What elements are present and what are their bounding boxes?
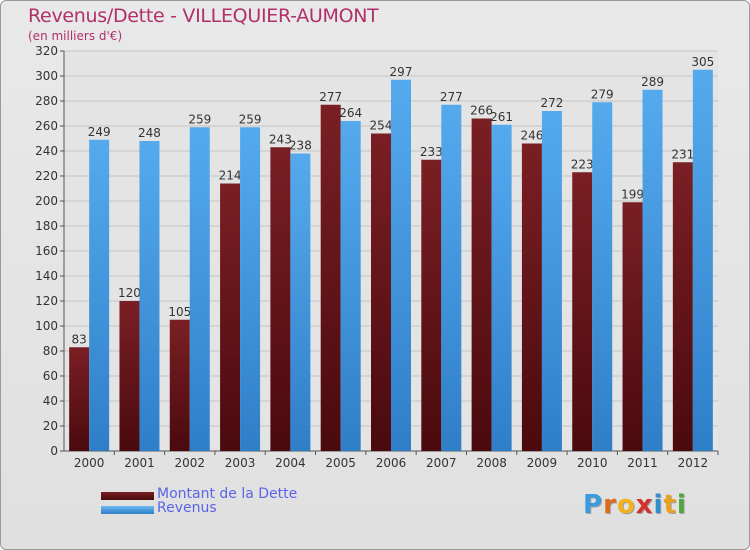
bar-debt xyxy=(371,133,391,451)
data-label-revenue: 259 xyxy=(239,112,262,126)
data-label-debt: 254 xyxy=(370,119,393,133)
x-tick-label: 2001 xyxy=(124,456,155,470)
bar-debt xyxy=(220,183,241,451)
data-label-debt: 266 xyxy=(470,104,493,118)
x-tick-label: 2002 xyxy=(174,456,205,470)
data-label-debt: 233 xyxy=(420,145,443,159)
y-tick-label: 160 xyxy=(35,244,58,258)
bar-debt xyxy=(672,162,693,451)
bar-debt xyxy=(521,143,542,451)
y-tick-label: 40 xyxy=(43,394,58,408)
y-tick-label: 320 xyxy=(35,44,58,58)
data-label-debt: 214 xyxy=(219,169,242,183)
y-tick-label: 140 xyxy=(35,269,58,283)
bar-revenue xyxy=(89,139,110,451)
data-label-revenue: 277 xyxy=(440,90,463,104)
x-tick-label: 2010 xyxy=(577,456,608,470)
bar-revenue xyxy=(541,111,562,451)
y-tick-label: 240 xyxy=(35,144,58,158)
y-tick-label: 120 xyxy=(35,294,58,308)
data-label-debt: 83 xyxy=(72,332,87,346)
data-label-revenue: 272 xyxy=(540,96,563,110)
x-tick-label: 2000 xyxy=(74,456,105,470)
bar-revenue xyxy=(441,104,462,451)
y-tick-label: 20 xyxy=(43,419,58,433)
bar-revenue xyxy=(139,141,160,451)
x-tick-label: 2006 xyxy=(376,456,407,470)
y-tick-label: 0 xyxy=(50,444,58,458)
logo-letter: P xyxy=(583,490,604,520)
data-label-revenue: 248 xyxy=(138,126,161,140)
y-tick-label: 100 xyxy=(35,319,58,333)
bar-revenue xyxy=(692,69,713,451)
bar-revenue xyxy=(391,79,411,451)
y-tick-label: 80 xyxy=(43,344,58,358)
logo-letter: t xyxy=(663,490,677,520)
bar-debt xyxy=(119,301,140,451)
bar-debt xyxy=(471,118,492,451)
data-label-debt: 246 xyxy=(520,129,543,143)
x-tick-label: 2004 xyxy=(275,456,306,470)
data-label-revenue: 261 xyxy=(490,110,513,124)
legend-label-debt: Montant de la Dette xyxy=(157,486,298,502)
data-label-debt: 120 xyxy=(118,286,141,300)
bar-debt xyxy=(572,172,593,451)
bar-revenue xyxy=(189,127,210,451)
data-label-revenue: 289 xyxy=(641,75,664,89)
bar-revenue xyxy=(491,124,512,451)
chart-title: Revenus/Dette - VILLEQUIER-AUMONT xyxy=(28,5,379,27)
y-tick-label: 200 xyxy=(35,194,58,208)
data-label-debt: 243 xyxy=(269,132,292,146)
y-tick-label: 220 xyxy=(35,169,58,183)
bar-debt xyxy=(320,104,341,451)
y-tick-label: 180 xyxy=(35,219,58,233)
data-label-debt: 105 xyxy=(168,305,191,319)
data-label-revenue: 249 xyxy=(88,125,111,139)
data-label-revenue: 238 xyxy=(289,139,312,153)
data-label-revenue: 259 xyxy=(188,112,211,126)
bar-chart: 0 20 40 60 80 100 120 140 160 180 200 220 240 260 280 3… xyxy=(35,44,719,470)
bar-debt xyxy=(169,319,190,451)
bar-revenue xyxy=(340,121,361,451)
bar-debt xyxy=(622,202,643,451)
bar-revenue xyxy=(240,127,261,451)
chart-subtitle: (en milliers d'€) xyxy=(28,29,123,43)
data-label-revenue: 297 xyxy=(390,65,413,79)
bar-revenue xyxy=(592,102,613,451)
logo-letter: i xyxy=(676,490,687,520)
x-tick-label: 2012 xyxy=(678,456,709,470)
x-tick-label: 2008 xyxy=(476,456,507,470)
x-tick-label: 2007 xyxy=(426,456,457,470)
logo-letter: x xyxy=(635,490,654,520)
legend-swatch-revenue xyxy=(101,506,154,514)
data-label-revenue: 264 xyxy=(339,106,362,120)
logo-letter: r xyxy=(603,490,617,520)
bar-debt xyxy=(69,347,90,451)
data-label-debt: 223 xyxy=(571,157,594,171)
bar-debt xyxy=(421,159,442,451)
x-tick-label: 2011 xyxy=(627,456,658,470)
bar-revenue xyxy=(290,153,311,451)
data-label-debt: 199 xyxy=(621,187,644,201)
bar-debt xyxy=(270,147,291,451)
y-tick-label: 60 xyxy=(43,369,58,383)
proxiti-logo: Proxiti xyxy=(583,490,687,520)
y-tick-label: 300 xyxy=(35,69,58,83)
legend-swatch-debt xyxy=(101,492,154,500)
data-label-revenue: 279 xyxy=(591,87,614,101)
legend-label-revenue: Revenus xyxy=(157,500,217,516)
x-tick-label: 2003 xyxy=(225,456,256,470)
data-label-revenue: 305 xyxy=(691,55,714,69)
y-tick-label: 260 xyxy=(35,119,58,133)
y-tick-label: 280 xyxy=(35,94,58,108)
x-tick-label: 2005 xyxy=(325,456,356,470)
data-label-debt: 231 xyxy=(671,147,694,161)
bar-revenue xyxy=(642,89,663,451)
data-label-debt: 277 xyxy=(319,90,342,104)
logo-letter: i xyxy=(653,490,664,520)
logo-letter: o xyxy=(616,490,636,520)
x-tick-label: 2009 xyxy=(527,456,558,470)
